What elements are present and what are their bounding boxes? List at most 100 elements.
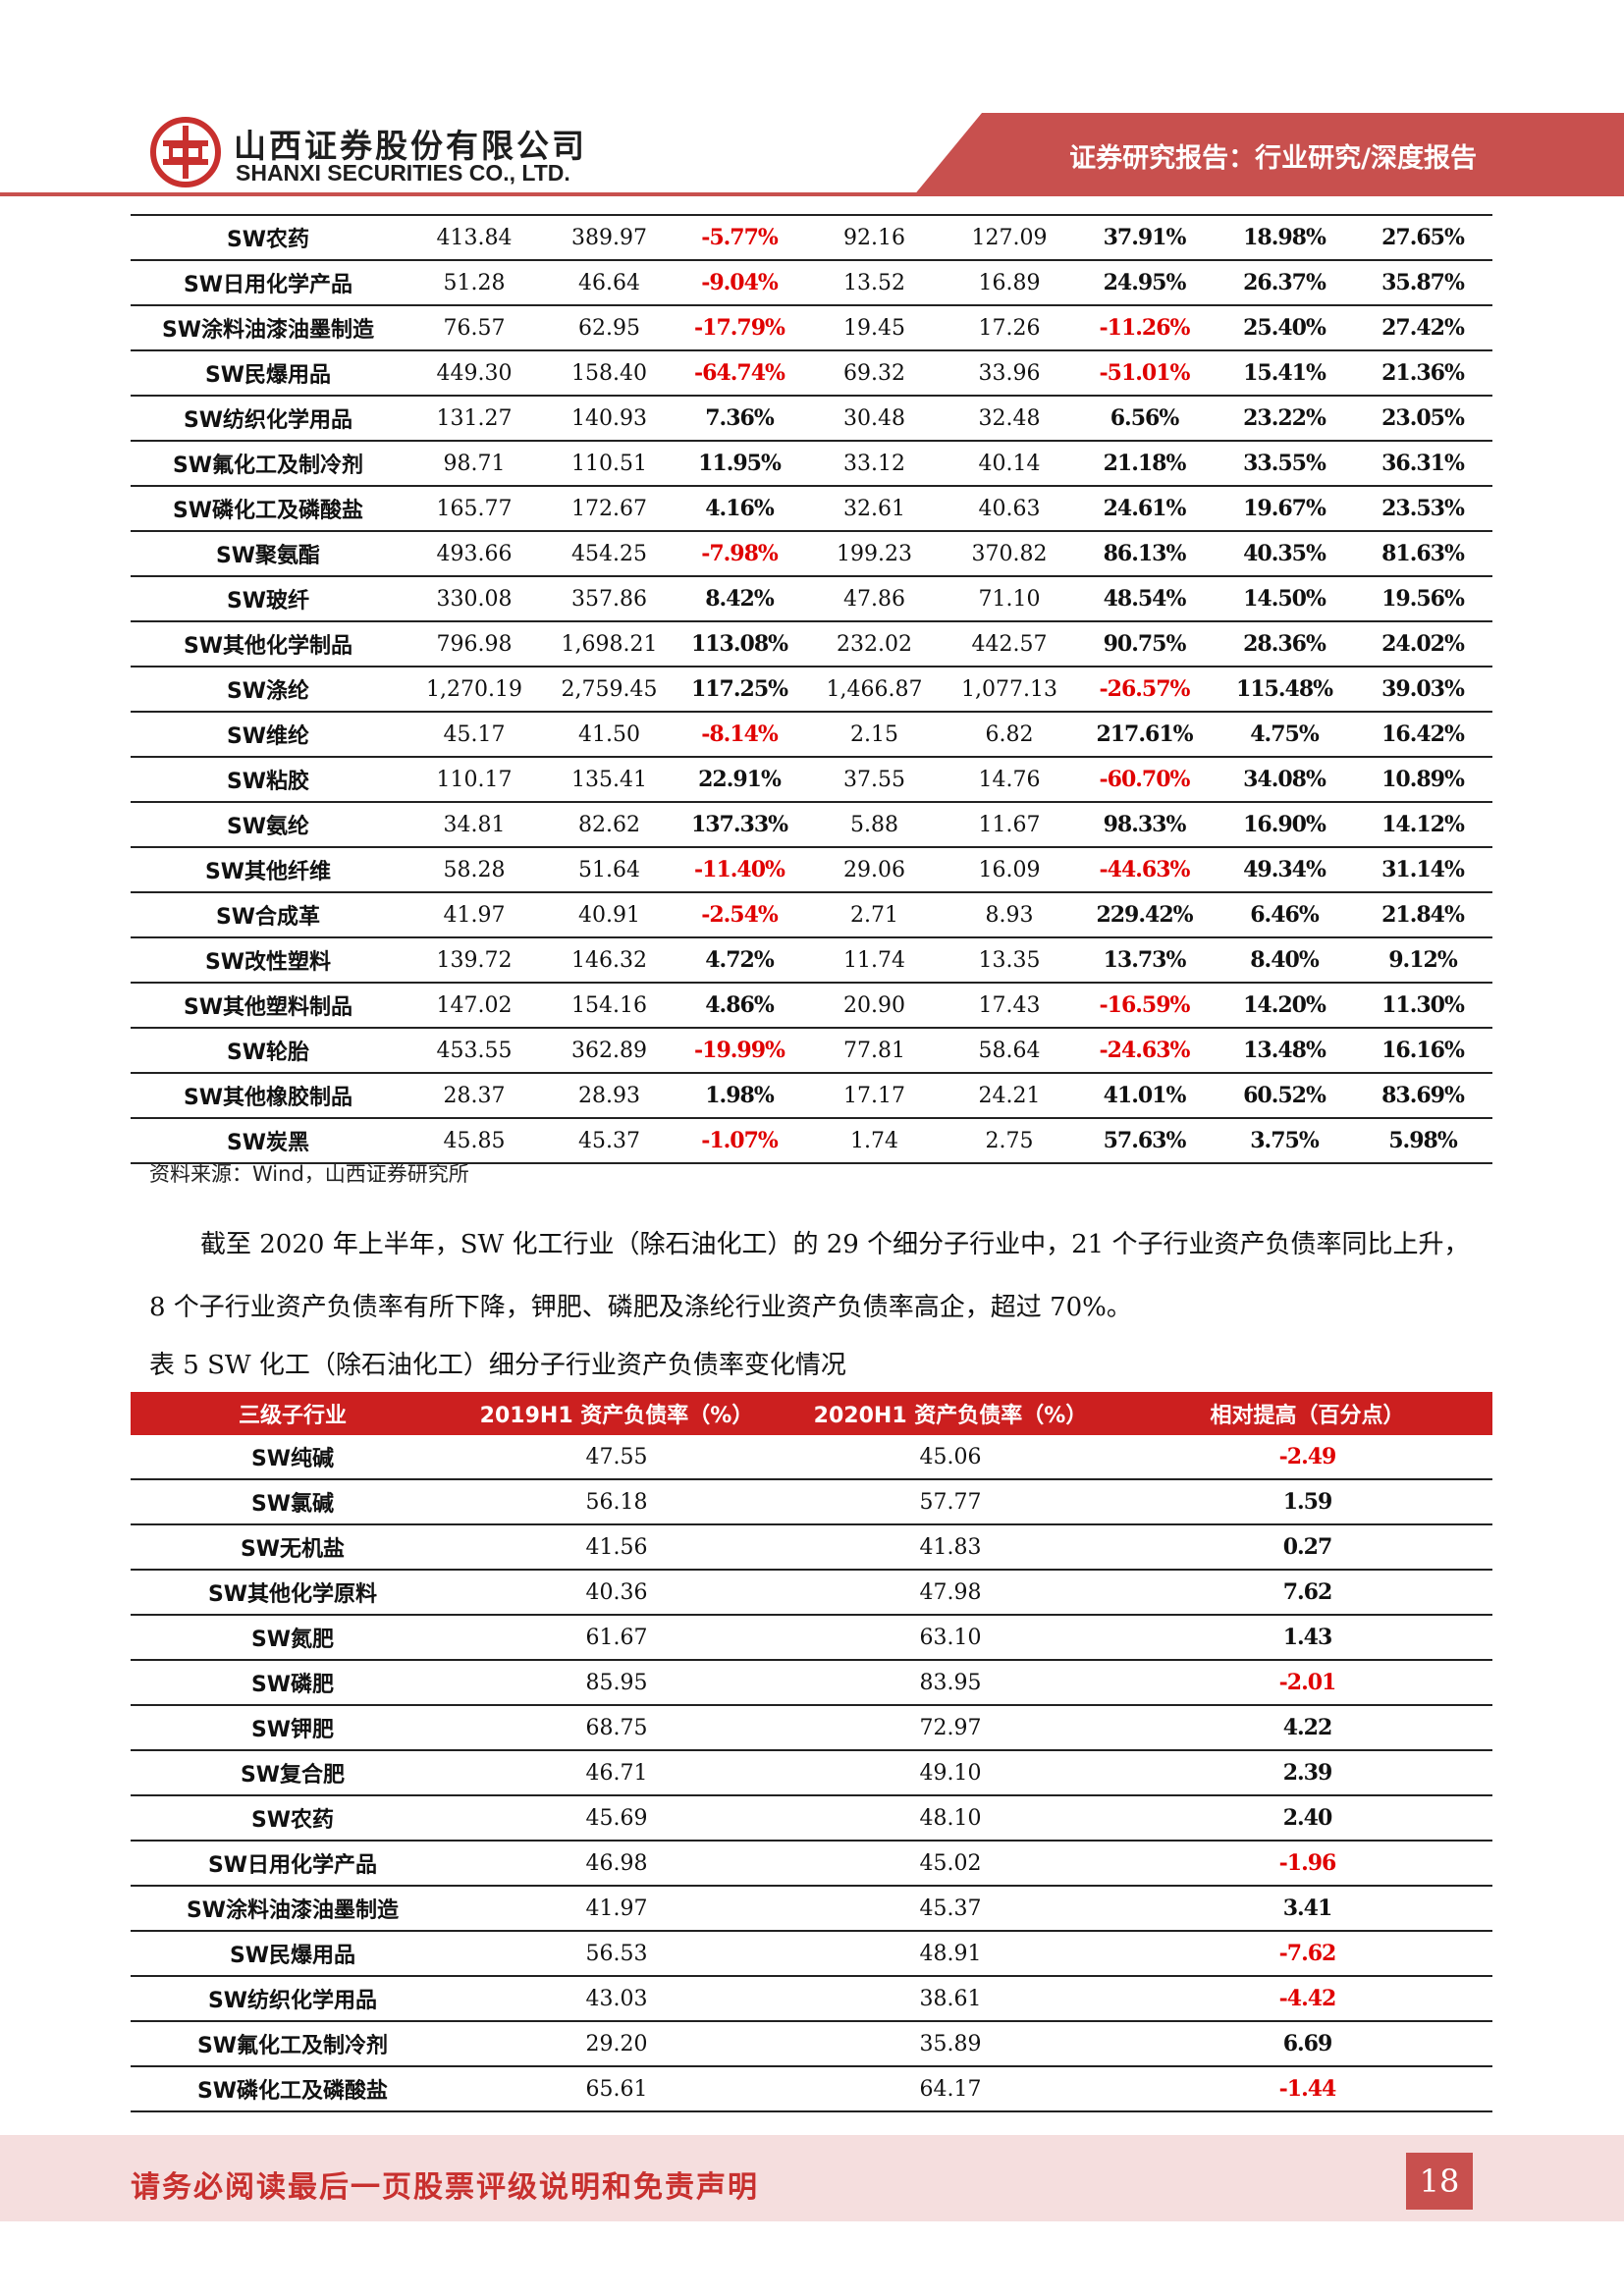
table-cell: 40.91 <box>578 902 640 928</box>
table-row: SW合成革 41.97 40.91 -2.54% 2.71 8.93 229.42% 6.46… <box>131 892 1492 937</box>
table-cell: 45.69 <box>585 1805 648 1831</box>
table-cell: 2.39 <box>1282 1760 1333 1786</box>
table-cell: 56.53 <box>585 1941 648 1966</box>
table-cell: 3.41 <box>1282 1896 1333 1921</box>
table-cell: 32.48 <box>978 405 1041 431</box>
table-cell: -17.79% <box>694 315 785 341</box>
table-cell: 47.55 <box>585 1444 648 1469</box>
table-cell: 370.82 <box>971 541 1048 566</box>
table-cell: 5.98% <box>1388 1128 1458 1153</box>
table-cell: 172.67 <box>571 496 647 521</box>
table-cell: 389.97 <box>571 225 647 250</box>
table-cell: -7.98% <box>701 541 779 566</box>
table-cell: 11.95% <box>698 451 782 476</box>
table-cell: 110.17 <box>436 767 513 792</box>
table-cell: 22.91% <box>698 767 782 792</box>
table-cell: 39.03% <box>1381 676 1465 702</box>
debt-ratio-table: 三级子行业 2019H1 资产负债率（%） 2020H1 资产负债率（%） 相对… <box>131 1392 1492 2112</box>
table-cell: 217.61% <box>1096 721 1193 747</box>
table-cell: 1.74 <box>850 1128 898 1153</box>
table-cell: 57.63% <box>1103 1128 1187 1153</box>
table-cell: 1,270.19 <box>426 676 522 702</box>
table-cell: 28.93 <box>578 1083 640 1108</box>
table-cell: -4.42 <box>1278 1986 1337 2011</box>
subindustry-name: SW氯碱 <box>250 1492 335 1517</box>
table-cell: 8.42% <box>705 586 775 612</box>
table-cell: 14.50% <box>1243 586 1326 612</box>
table-cell: 2.15 <box>850 721 898 747</box>
table-cell: 38.61 <box>919 1986 982 2011</box>
table-cell: 10.89% <box>1381 767 1465 792</box>
table-cell: 158.40 <box>571 360 647 386</box>
table-row: SW纺织化学用品 131.27 140.93 7.36% 30.48 32.48 6.56%… <box>131 396 1492 441</box>
table-cell: -44.63% <box>1099 857 1191 882</box>
table-cell: 92.16 <box>843 225 905 250</box>
table-cell: 45.06 <box>919 1444 982 1469</box>
table-row: SW其他化学制品 796.98 1,698.21 113.08% 232.02 442.5… <box>131 621 1492 667</box>
subindustry-name: SW磷肥 <box>250 1673 335 1697</box>
col-header-subindustry: 三级子行业 <box>238 1404 347 1428</box>
table-header-row: 三级子行业 2019H1 资产负债率（%） 2020H1 资产负债率（%） 相对… <box>131 1392 1492 1435</box>
table-cell: 21.18% <box>1103 451 1187 476</box>
table-cell: -2.54% <box>701 902 779 928</box>
table-row: SW改性塑料 139.72 146.32 4.72% 11.74 13.35 13.73% 8… <box>131 937 1492 983</box>
table-cell: 61.67 <box>585 1625 648 1650</box>
table-cell: 199.23 <box>837 541 912 566</box>
table-cell: 31.14% <box>1381 857 1465 882</box>
subindustry-name: SW合成革 <box>215 905 321 930</box>
table-row: SW聚氨酯 493.66 454.25 -7.98% 199.23 370.82 86.13… <box>131 531 1492 576</box>
table-cell: 1.59 <box>1282 1489 1333 1515</box>
table-cell: 37.91% <box>1103 225 1187 250</box>
table-cell: 98.33% <box>1103 812 1187 837</box>
subindustry-name: SW氟化工及制冷剂 <box>196 2034 389 2058</box>
table-cell: 1,698.21 <box>561 631 658 657</box>
subindustry-name: SW改性塑料 <box>204 950 332 975</box>
subindustry-name: SW涂料油漆油墨制造 <box>186 1898 400 1923</box>
table-row: SW钾肥 68.75 72.97 4.22 <box>131 1705 1492 1750</box>
table-cell: 48.91 <box>919 1941 982 1966</box>
subindustry-name: SW日用化学产品 <box>207 1853 378 1878</box>
subindustry-name: SW轮胎 <box>226 1041 310 1065</box>
table-cell: 17.17 <box>843 1083 905 1108</box>
table-row: SW氮肥 61.67 63.10 1.43 <box>131 1615 1492 1660</box>
table-row: SW纯碱 47.55 45.06 -2.49 <box>131 1435 1492 1479</box>
table-cell: 33.55% <box>1243 451 1326 476</box>
table-cell: 16.42% <box>1381 721 1465 747</box>
table-cell: -51.01% <box>1099 360 1191 386</box>
table-cell: 23.53% <box>1381 496 1465 521</box>
subindustry-name: SW民爆用品 <box>229 1944 356 1968</box>
table-cell: 25.40% <box>1243 315 1326 341</box>
table-row: SW磷肥 85.95 83.95 -2.01 <box>131 1660 1492 1705</box>
table-cell: 2,759.45 <box>561 676 658 702</box>
body-paragraph: 截至 2020 年上半年，SW 化工行业（除石油化工）的 29 个细分子行业中，… <box>149 1230 1470 1322</box>
table-cell: 229.42% <box>1096 902 1193 928</box>
table-cell: 85.95 <box>585 1670 648 1695</box>
table-cell: 45.37 <box>578 1128 640 1153</box>
subindustry-name: SW其他化学制品 <box>183 634 353 659</box>
table-row: SW炭黑 45.85 45.37 -1.07% 1.74 2.75 57.63% 3.75% 5… <box>131 1118 1492 1163</box>
subindustry-name: SW玻纤 <box>226 589 310 614</box>
table-cell: 27.65% <box>1381 225 1465 250</box>
table-row: SW日用化学产品 46.98 45.02 -1.96 <box>131 1841 1492 1886</box>
col-header-change: 相对提高（百分点） <box>1210 1404 1405 1428</box>
table-cell: 40.63 <box>978 496 1041 521</box>
table-cell: 35.89 <box>919 2031 982 2056</box>
table-cell: 330.08 <box>436 586 513 612</box>
table-cell: 2.71 <box>850 902 898 928</box>
subindustry-name: SW复合肥 <box>240 1763 346 1788</box>
table-cell: 13.48% <box>1243 1038 1326 1063</box>
table-row: SW涂料油漆油墨制造 76.57 62.95 -17.79% 19.45 17.26 -11… <box>131 305 1492 350</box>
subindustry-name: SW其他橡胶制品 <box>183 1086 353 1110</box>
table-cell: 27.42% <box>1381 315 1465 341</box>
subindustry-performance-table: SW农药 413.84 389.97 -5.77% 92.16 127.09 37.91% 1… <box>131 214 1492 1164</box>
subindustry-name: SW纺织化学用品 <box>207 1989 378 2013</box>
table-cell: 5.88 <box>850 812 898 837</box>
table-cell: 46.71 <box>585 1760 648 1786</box>
table-row: SW农药 413.84 389.97 -5.77% 92.16 127.09 37.91% 1… <box>131 215 1492 260</box>
table-cell: 68.75 <box>585 1715 648 1740</box>
table-cell: 796.98 <box>436 631 513 657</box>
table-cell: 6.69 <box>1282 2031 1333 2056</box>
col-header-2019h1: 2019H1 资产负债率（%） <box>479 1404 754 1428</box>
table-cell: 3.75% <box>1250 1128 1320 1153</box>
table-cell: 45.37 <box>919 1896 982 1921</box>
